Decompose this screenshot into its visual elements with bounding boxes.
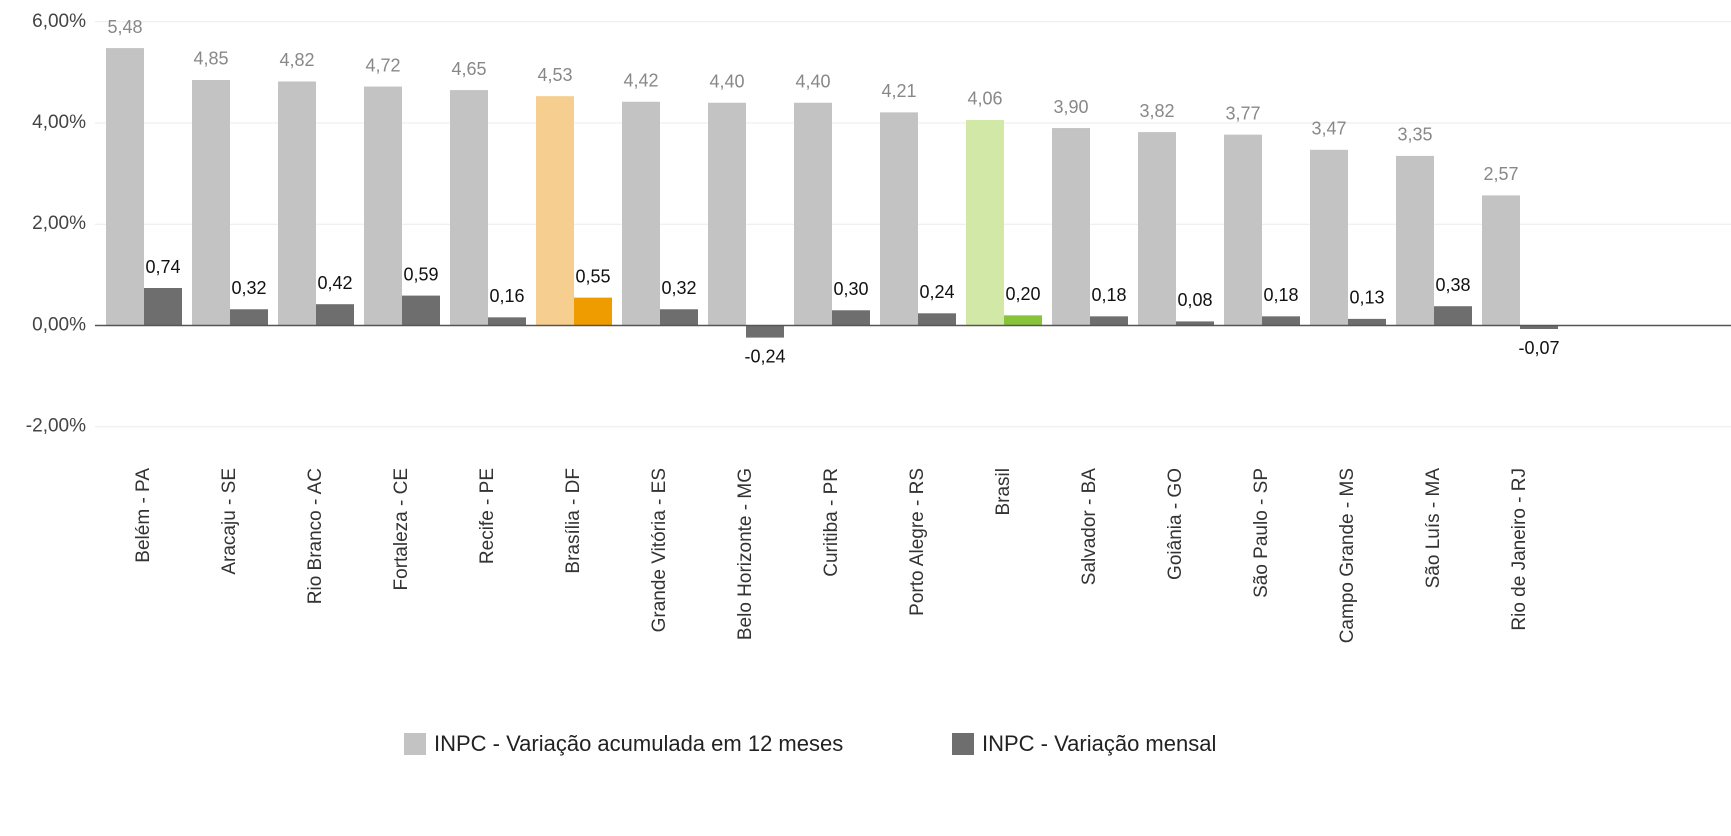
x-tick-label: Brasília - DF	[563, 468, 584, 574]
bar	[192, 79, 230, 326]
legend-label: INPC - Variação mensal	[982, 731, 1216, 756]
bar	[316, 304, 354, 326]
x-tick-label: Fortaleza - CE	[391, 468, 412, 590]
value-label: 2,57	[1483, 164, 1518, 184]
x-tick-label: Recife - PE	[477, 468, 498, 564]
legend-label: INPC - Variação acumulada em 12 meses	[434, 731, 843, 756]
value-label: 0,13	[1349, 288, 1384, 308]
x-tick-label: Rio Branco - AC	[305, 468, 326, 604]
value-label: 0,32	[661, 278, 696, 298]
bar	[1262, 316, 1300, 326]
bar	[1004, 315, 1042, 326]
value-label: 4,40	[795, 72, 830, 92]
value-label: 5,48	[107, 17, 142, 37]
bar	[1224, 134, 1262, 326]
value-label: 0,18	[1263, 285, 1298, 305]
value-label: 0,16	[489, 286, 524, 306]
bar	[1138, 132, 1176, 326]
bar	[794, 102, 832, 326]
value-label: 0,20	[1005, 284, 1040, 304]
value-label: 3,82	[1139, 101, 1174, 121]
value-label: 4,21	[881, 81, 916, 101]
x-tick-label: Goiânia - GO	[1165, 468, 1186, 580]
bar	[1520, 325, 1558, 330]
bar	[966, 119, 1004, 326]
x-tick-label: Salvador - BA	[1079, 468, 1100, 586]
value-label: 0,08	[1177, 290, 1212, 310]
x-tick-label: Brasil	[993, 468, 1014, 516]
value-label: 0,30	[833, 279, 868, 299]
bar	[1310, 149, 1348, 326]
bar	[144, 288, 182, 326]
bar	[660, 309, 698, 326]
value-label: -0,07	[1518, 338, 1559, 358]
value-label: 3,90	[1053, 97, 1088, 117]
value-label: 3,47	[1311, 119, 1346, 139]
y-tick-label: 6,00%	[32, 11, 86, 32]
value-label: 3,35	[1397, 125, 1432, 145]
bar	[746, 325, 784, 338]
value-label: 0,38	[1435, 275, 1470, 295]
x-tick-label: Porto Alegre - RS	[907, 468, 928, 616]
x-tick-label: Grande Vitória - ES	[649, 468, 670, 632]
bar	[230, 309, 268, 326]
bar	[278, 81, 316, 326]
legend-swatch	[952, 733, 974, 755]
bar	[918, 313, 956, 326]
bar	[1396, 155, 1434, 326]
value-label: 0,55	[575, 266, 610, 286]
x-tick-label: Aracaju - SE	[219, 468, 240, 575]
bar	[402, 295, 440, 326]
bar	[364, 86, 402, 326]
bar	[708, 102, 746, 326]
bar	[1176, 321, 1214, 326]
value-label: 0,42	[317, 273, 352, 293]
value-label: 0,74	[145, 257, 180, 277]
x-tick-label: Rio de Janeiro - RJ	[1509, 468, 1530, 631]
bar	[622, 101, 660, 326]
x-tick-label: São Luís - MA	[1423, 468, 1444, 589]
bar	[1482, 195, 1520, 326]
bar	[1052, 128, 1090, 326]
x-tick-label: Curitiba - PR	[821, 468, 842, 577]
value-label: 0,24	[919, 282, 954, 302]
value-label: 4,53	[537, 65, 572, 85]
value-label: 4,85	[193, 49, 228, 69]
x-tick-label: São Paulo - SP	[1251, 468, 1272, 598]
value-label: 4,65	[451, 59, 486, 79]
value-label: 0,18	[1091, 285, 1126, 305]
bar	[880, 112, 918, 326]
value-label: -0,24	[744, 346, 785, 366]
y-tick-label: 2,00%	[32, 213, 86, 234]
y-tick-label: 4,00%	[32, 112, 86, 133]
bar	[1434, 306, 1472, 326]
value-label: 0,32	[231, 278, 266, 298]
bar	[1090, 316, 1128, 326]
value-label: 4,72	[365, 55, 400, 75]
x-tick-label: Belo Horizonte - MG	[735, 468, 756, 640]
y-tick-label: 0,00%	[32, 314, 86, 335]
y-tick-label: -2,00%	[26, 416, 86, 437]
value-label: 4,42	[623, 70, 658, 90]
value-label: 4,82	[279, 50, 314, 70]
bar	[832, 310, 870, 326]
x-tick-label: Campo Grande - MS	[1337, 468, 1358, 643]
bar	[574, 297, 612, 326]
x-tick-label: Belém - PA	[133, 468, 154, 563]
value-label: 4,06	[967, 89, 1002, 109]
value-label: 3,77	[1225, 103, 1260, 123]
bar	[106, 48, 144, 326]
value-label: 0,59	[403, 264, 438, 284]
bar	[488, 317, 526, 326]
legend-swatch	[404, 733, 426, 755]
bar	[1348, 318, 1386, 326]
bar	[450, 90, 488, 326]
value-label: 4,40	[709, 72, 744, 92]
bar	[536, 96, 574, 326]
